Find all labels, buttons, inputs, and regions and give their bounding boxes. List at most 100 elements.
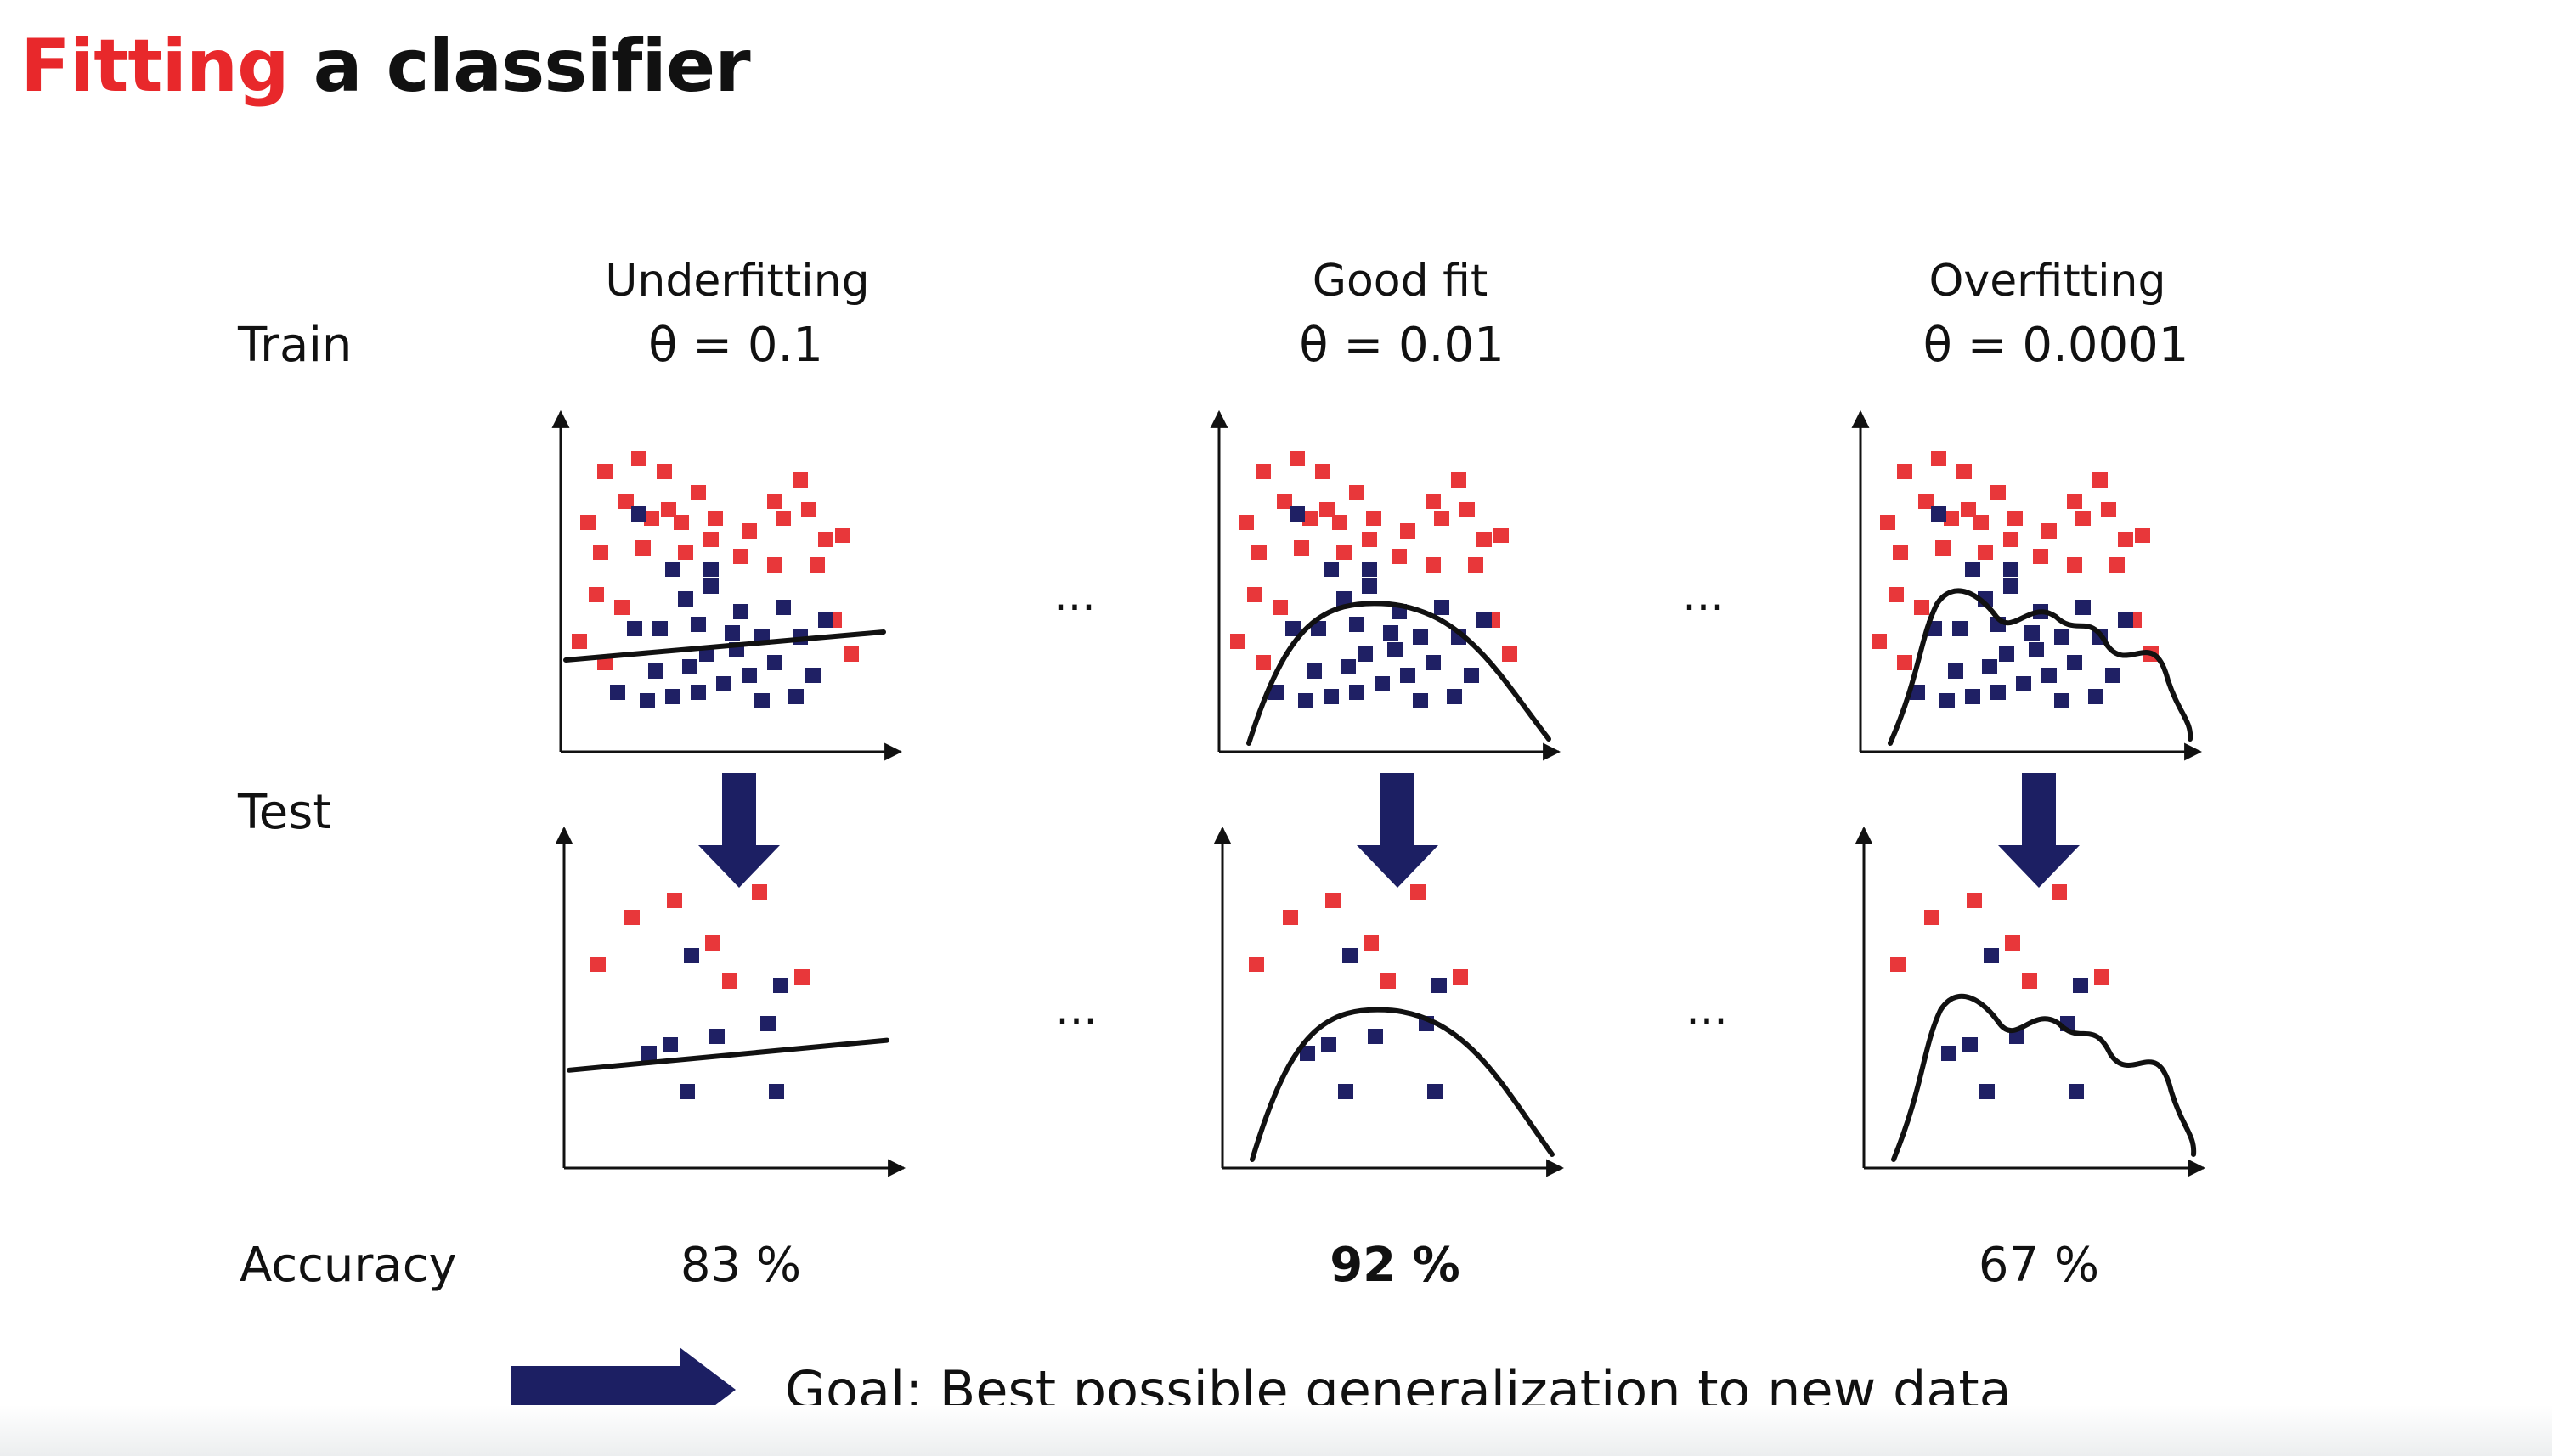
train-point-blue xyxy=(1952,621,1968,636)
train-point-blue xyxy=(691,685,706,700)
train-point-blue xyxy=(1349,617,1364,632)
test-point-red xyxy=(794,969,810,985)
train-point-red xyxy=(1315,464,1330,479)
train-point-blue xyxy=(2041,668,2057,683)
train-point-blue xyxy=(1464,668,1479,683)
train-point-red xyxy=(1889,587,1904,602)
train-point-red xyxy=(801,502,816,517)
train-point-red xyxy=(1897,464,1912,479)
train-point-red xyxy=(2041,523,2057,539)
train-point-blue xyxy=(1285,621,1301,636)
slide-title: Fitting a classifier xyxy=(20,24,751,109)
train-point-blue xyxy=(1400,668,1415,683)
test-point-red xyxy=(2094,969,2109,985)
train-point-red xyxy=(618,494,634,509)
train-point-red xyxy=(635,540,651,556)
train-point-red xyxy=(1476,532,1492,547)
test-point-red xyxy=(1410,884,1426,900)
accuracy-underfitting: 83 % xyxy=(680,1238,801,1293)
train-point-blue xyxy=(1358,646,1373,662)
train-point-blue xyxy=(2054,693,2069,708)
train-point-red xyxy=(2109,557,2125,573)
test-point-red xyxy=(1364,935,1379,951)
test-point-red xyxy=(722,973,737,989)
column-theta-overfitting: θ = 0.0001 xyxy=(1923,318,2189,373)
column-name-overfitting: Overfitting xyxy=(1928,256,2165,307)
train-point-blue xyxy=(703,578,719,594)
column-name-good-fit: Good fit xyxy=(1313,256,1488,307)
train-point-red xyxy=(776,511,791,526)
train-point-red xyxy=(1426,557,1441,573)
train-point-blue xyxy=(2088,689,2103,704)
train-point-blue xyxy=(742,668,757,683)
train-point-red xyxy=(691,485,706,500)
train-point-blue xyxy=(1965,689,1980,704)
test-point-blue xyxy=(1342,948,1358,963)
train-point-blue xyxy=(776,600,791,615)
down-arrow-icon xyxy=(1357,773,1438,888)
column-theta-underfitting: θ = 0.1 xyxy=(648,318,823,373)
train-point-red xyxy=(597,464,613,479)
train-point-red xyxy=(1294,540,1309,556)
train-point-red xyxy=(703,532,719,547)
train-point-red xyxy=(2135,528,2150,543)
test-point-blue xyxy=(1368,1029,1383,1044)
down-arrow-icon xyxy=(1998,773,2080,888)
test-point-blue xyxy=(709,1029,725,1044)
train-point-red xyxy=(1990,485,2006,500)
train-point-blue xyxy=(2105,668,2120,683)
test-point-blue xyxy=(641,1046,657,1061)
row-label-train: Train xyxy=(237,318,352,373)
test-point-blue xyxy=(1427,1084,1443,1099)
train-point-red xyxy=(1277,494,1292,509)
train-point-blue xyxy=(665,689,680,704)
train-point-blue xyxy=(1931,506,1946,522)
test-point-red xyxy=(705,935,720,951)
train-point-red xyxy=(818,532,833,547)
decision-boundary-train-good-fit xyxy=(1246,601,1551,746)
train-point-red xyxy=(1336,545,1352,560)
test-panel-overfitting xyxy=(1855,826,2206,1177)
train-point-blue xyxy=(1990,685,2006,700)
train-point-blue xyxy=(703,562,719,577)
train-point-red xyxy=(1956,464,1972,479)
train-point-red xyxy=(1426,494,1441,509)
train-point-red xyxy=(1256,464,1271,479)
train-point-red xyxy=(1434,511,1449,526)
train-point-blue xyxy=(1362,562,1377,577)
train-point-blue xyxy=(767,655,782,670)
train-point-red xyxy=(1897,655,1912,670)
train-point-red xyxy=(678,545,693,560)
train-point-red xyxy=(572,634,587,649)
train-point-red xyxy=(1239,515,1254,530)
train-point-red xyxy=(1468,557,1483,573)
ellipsis-train-1: ... xyxy=(1053,570,1096,621)
train-point-red xyxy=(2092,472,2108,488)
test-point-red xyxy=(1890,957,1906,972)
train-point-blue xyxy=(2067,655,2082,670)
train-point-blue xyxy=(610,685,625,700)
test-point-blue xyxy=(2069,1084,2084,1099)
train-point-red xyxy=(1400,523,1415,539)
test-point-blue xyxy=(1321,1037,1336,1052)
train-point-red xyxy=(1392,549,1407,564)
train-point-blue xyxy=(648,663,663,679)
train-point-red xyxy=(2067,557,2082,573)
test-point-red xyxy=(1325,893,1341,908)
train-point-red xyxy=(767,494,782,509)
train-point-blue xyxy=(2118,612,2133,628)
train-point-red xyxy=(580,515,596,530)
test-point-blue xyxy=(680,1084,695,1099)
train-point-red xyxy=(1256,655,1271,670)
train-point-red xyxy=(708,511,723,526)
train-point-blue xyxy=(627,621,642,636)
train-point-red xyxy=(1230,634,1245,649)
train-point-red xyxy=(2118,532,2133,547)
train-point-blue xyxy=(1999,646,2014,662)
ellipsis-train-2: ... xyxy=(1682,570,1725,621)
train-point-red xyxy=(1366,511,1381,526)
train-point-red xyxy=(661,502,676,517)
train-point-red xyxy=(2007,511,2023,526)
train-panel-overfitting xyxy=(1851,409,2203,761)
test-point-blue xyxy=(2073,978,2088,993)
